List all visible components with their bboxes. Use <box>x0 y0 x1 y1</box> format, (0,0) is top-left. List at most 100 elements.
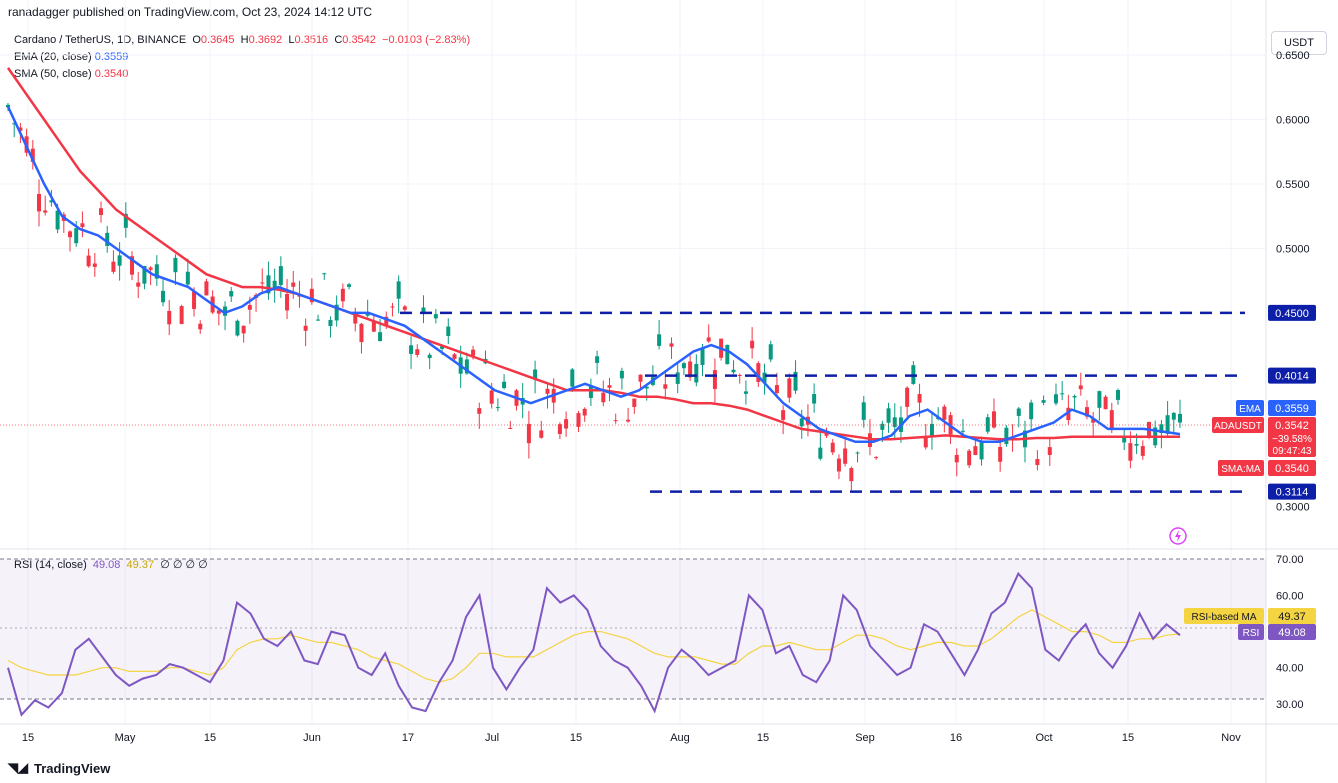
candle-body <box>737 374 742 376</box>
time-tick-label: Nov <box>1221 732 1241 744</box>
candle-body <box>365 313 370 316</box>
price-tick-label: 0.6000 <box>1276 114 1310 126</box>
ema-legend-row[interactable]: EMA (20, close) 0.3559 <box>14 51 129 63</box>
candle-body <box>185 271 190 285</box>
price-tag-value-box <box>1268 417 1316 457</box>
rsi-legend[interactable]: RSI (14, close) 49.08 49.37 ∅ ∅ ∅ ∅ <box>14 559 208 571</box>
candle-body <box>1072 396 1077 398</box>
candle-body <box>278 266 283 286</box>
candle-body <box>694 363 699 383</box>
candle-body <box>861 402 866 420</box>
candle-body <box>309 288 314 303</box>
price-tag-value: 0.3542 <box>1275 420 1309 432</box>
candle-body <box>266 275 271 294</box>
level-tag <box>1268 367 1316 384</box>
candle-body <box>1159 424 1164 434</box>
candle-body <box>731 369 736 373</box>
candle-body <box>743 391 748 394</box>
candle-body <box>886 408 891 423</box>
candle-body <box>477 408 482 414</box>
time-tick-label: 15 <box>570 732 582 744</box>
candle-body <box>303 325 308 331</box>
level-tag-label: 0.4500 <box>1275 308 1309 320</box>
price-tag-name: SMA:MA <box>1221 464 1261 475</box>
price-tick-label: 0.6500 <box>1276 50 1310 62</box>
candle-body <box>880 423 885 430</box>
rsi-tag-name: RSI-based MA <box>1191 612 1256 623</box>
candle-body <box>489 390 494 404</box>
candle-body <box>1053 394 1058 404</box>
open-value: 0.3645 <box>200 34 235 46</box>
publish-line: ranadagger published on TradingView.com,… <box>8 5 373 19</box>
footer-brand[interactable]: ◥◢ TradingView <box>8 760 111 776</box>
candle-body <box>1060 393 1065 395</box>
level-tag-label: 0.3114 <box>1276 487 1309 499</box>
candle-body <box>545 388 550 394</box>
candle-body <box>799 418 804 427</box>
candle-body <box>508 428 513 430</box>
candle-body <box>960 430 965 432</box>
candle-body <box>1134 443 1139 446</box>
level-tag <box>1268 304 1316 321</box>
candle-body <box>632 398 637 407</box>
candle-body <box>793 371 798 391</box>
candle-body <box>836 458 841 472</box>
candle-body <box>291 282 296 287</box>
chart-legend: Cardano / TetherUS, 1D, BINANCE O0.3645 … <box>14 32 470 83</box>
candle-body <box>74 228 79 244</box>
candle-body <box>378 332 383 342</box>
candle-body <box>1035 459 1040 466</box>
flash-icon[interactable] <box>1169 527 1187 545</box>
candle-body <box>421 307 426 313</box>
candle-body <box>812 394 817 404</box>
candle-body <box>148 267 153 270</box>
level-tag-label: 0.4014 <box>1275 371 1309 383</box>
time-tick-label: 15 <box>22 732 34 744</box>
candle-body <box>204 281 209 296</box>
candle-body <box>601 392 606 403</box>
candle-body <box>1140 446 1145 456</box>
candle-body <box>1128 443 1133 461</box>
candle-body <box>700 347 705 365</box>
time-tick-label: May <box>115 732 136 744</box>
candle-body <box>539 430 544 438</box>
candle-body <box>985 417 990 432</box>
level-tag <box>1268 483 1316 500</box>
rsi-tag-value: 49.08 <box>1278 627 1306 639</box>
candle-body <box>415 349 420 355</box>
time-tick-label: 15 <box>204 732 216 744</box>
rsi-tick-label: 40.00 <box>1276 663 1304 675</box>
candle-body <box>340 288 345 302</box>
change-value: −0.0103 (−2.83%) <box>382 34 471 46</box>
high-value: 0.3692 <box>248 34 283 46</box>
currency-button[interactable]: USDT <box>1271 31 1327 55</box>
sma-legend-row[interactable]: SMA (50, close) 0.3540 <box>14 68 129 80</box>
candle-body <box>638 374 643 382</box>
candle-body <box>384 316 389 326</box>
candle-body <box>142 265 147 284</box>
candle-body <box>1178 413 1182 423</box>
candle-body <box>626 419 631 422</box>
symbol-row: Cardano / TetherUS, 1D, BINANCE O0.3645 … <box>14 34 471 46</box>
candle-body <box>272 280 277 289</box>
candle-body <box>390 306 395 308</box>
time-axis-ticks: 15 May 15 Jun 17 Jul 15 Aug 15 Sep 16 Oct 15 Nov <box>22 732 1241 744</box>
time-tick-label: 16 <box>950 732 962 744</box>
price-tag-name-box <box>1236 400 1264 416</box>
candle-body <box>433 314 438 319</box>
candle-body <box>86 255 91 267</box>
candles <box>6 103 1182 491</box>
candle-body <box>905 387 910 407</box>
candle-body <box>818 447 823 459</box>
candle-body <box>613 420 618 422</box>
candle-body <box>502 381 507 388</box>
candle-body <box>942 406 947 420</box>
price-tag-value: 0.3559 <box>1275 403 1309 415</box>
rsi-value: 49.08 <box>92 559 121 571</box>
candle-body <box>1091 419 1096 423</box>
candle-body <box>824 433 829 436</box>
candle-body <box>173 257 178 273</box>
candle-body <box>179 306 184 324</box>
candle-body <box>1097 391 1102 408</box>
